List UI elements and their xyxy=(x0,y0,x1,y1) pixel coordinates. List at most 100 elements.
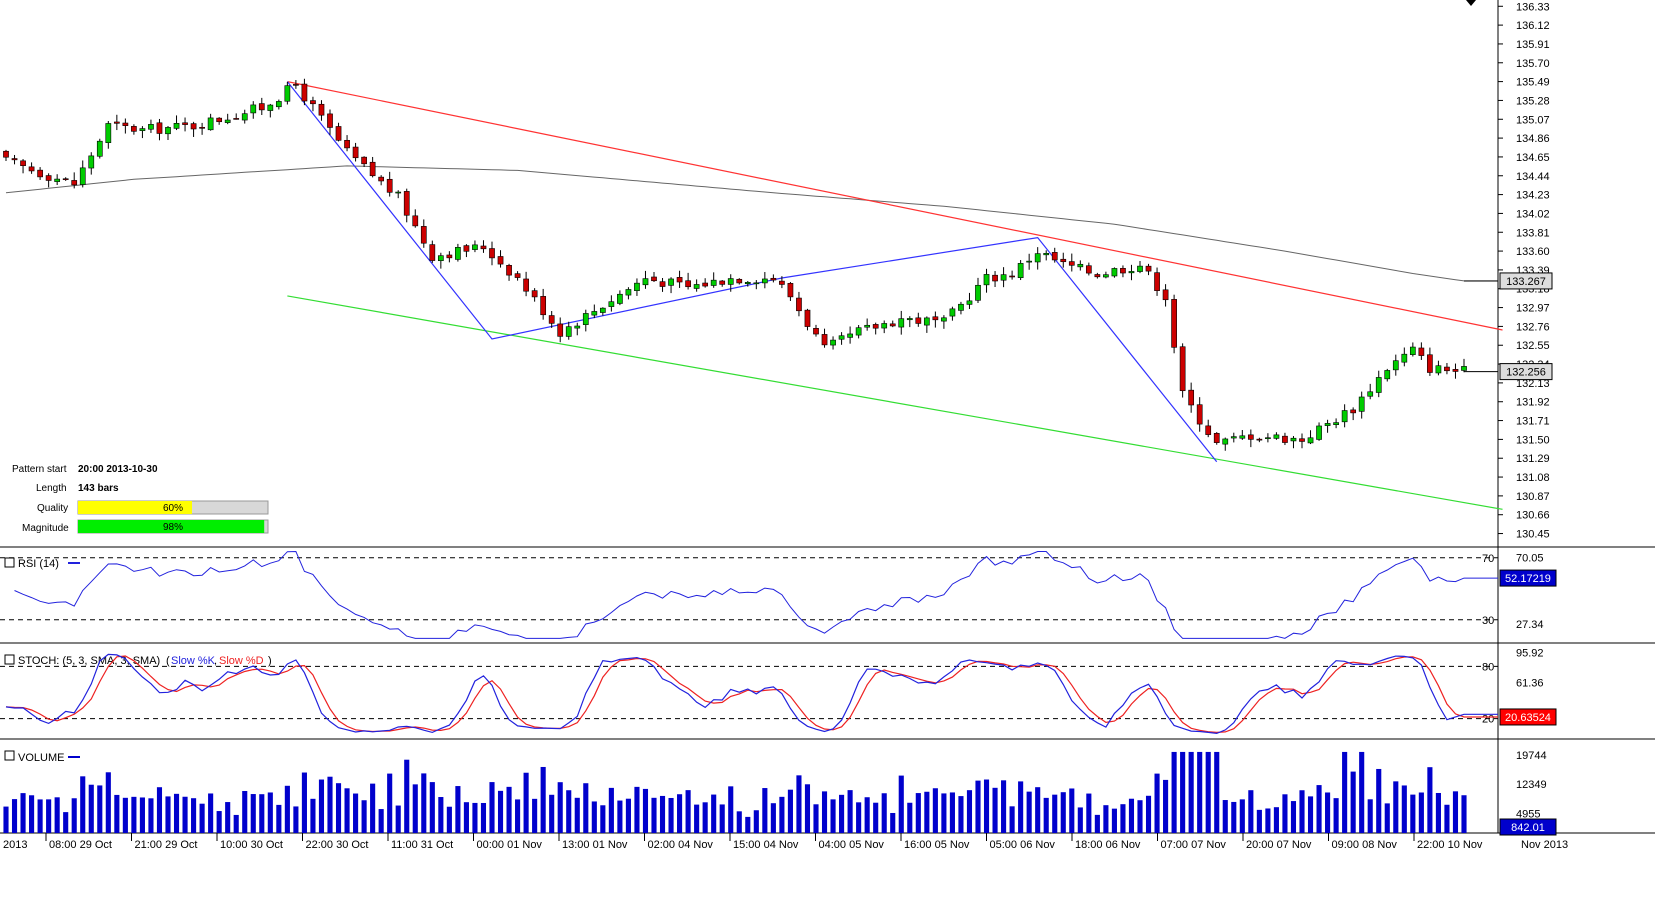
volume-bar xyxy=(924,791,930,833)
volume-bar xyxy=(591,801,597,833)
candle-body xyxy=(642,278,649,286)
volume-bar xyxy=(1316,785,1322,833)
volume-bar xyxy=(1273,807,1279,833)
panel-frames xyxy=(0,0,1655,834)
volume-bar xyxy=(1248,790,1254,833)
candle-body xyxy=(1137,265,1143,272)
candle-body xyxy=(1367,391,1374,397)
current-price-tag-box xyxy=(1499,363,1553,381)
price-tick-label: 130.45 xyxy=(1516,529,1550,541)
candle-body xyxy=(131,126,137,132)
candle-body xyxy=(497,256,504,265)
candle-body xyxy=(557,323,564,337)
volume-bar xyxy=(114,794,120,833)
candle-body xyxy=(864,324,871,328)
candle-body xyxy=(651,276,657,282)
volume-title: VOLUME xyxy=(18,752,64,764)
candle-body xyxy=(779,280,785,285)
volume-bar xyxy=(651,797,657,833)
candle-body xyxy=(634,282,640,291)
scroll-down-icon[interactable] xyxy=(1466,0,1476,6)
candle-body xyxy=(531,290,538,298)
price-tick-label: 132.13 xyxy=(1516,378,1550,390)
support-line xyxy=(287,295,1503,510)
volume-bar xyxy=(600,805,606,833)
volume-bar xyxy=(276,804,282,833)
candle-body xyxy=(830,339,836,346)
magnitude-label: Magnitude xyxy=(22,523,69,534)
volume-bar xyxy=(191,798,197,833)
volume-bar xyxy=(753,810,759,833)
volume-bar xyxy=(787,789,793,833)
stoch-panel: STOCH: (5, 3, SMA, 3, SMA) ( Slow %K , S… xyxy=(0,648,1557,735)
candle-body xyxy=(446,254,453,259)
stoch-level-label: 20 xyxy=(1482,714,1494,726)
candle-body xyxy=(1247,434,1254,440)
candle-body xyxy=(11,158,18,161)
volume-bar xyxy=(446,806,452,833)
volume-bar xyxy=(310,798,316,833)
stoch-toggle-icon[interactable] xyxy=(4,654,15,665)
volume-bar xyxy=(762,788,768,833)
magnitude-bar-fill xyxy=(78,520,265,533)
volume-bar xyxy=(1307,796,1314,833)
volume-bar xyxy=(694,804,700,833)
volume-bar xyxy=(796,775,802,833)
candle-body xyxy=(1333,422,1339,425)
volume-bar xyxy=(378,809,384,833)
candle-body xyxy=(28,166,35,172)
candle-body xyxy=(1230,436,1237,439)
price-tick-label: 131.50 xyxy=(1516,434,1550,446)
rsi-level-label: 30 xyxy=(1482,615,1494,627)
volume-bar xyxy=(1384,803,1390,833)
volume-bar xyxy=(523,772,529,833)
x-tick-label: 16:00 05 Nov xyxy=(904,839,970,851)
price-tick-label: 132.55 xyxy=(1516,340,1550,352)
volume-bar xyxy=(975,780,981,833)
moving-average-path xyxy=(5,165,1498,282)
candle-body xyxy=(463,245,470,252)
candle-body xyxy=(523,278,529,292)
candle-body xyxy=(676,277,683,283)
stoch-k-legend: Slow %K xyxy=(171,655,216,667)
candle-body xyxy=(1213,432,1220,443)
candle-body xyxy=(250,104,257,114)
volume-bar xyxy=(702,802,708,833)
volume-bar xyxy=(1325,792,1331,833)
volume-bar xyxy=(813,804,819,833)
volume-bar xyxy=(966,790,973,833)
candle-body xyxy=(37,169,43,178)
volume-bar xyxy=(685,790,691,833)
x-tick-label: 07:00 07 Nov xyxy=(1161,839,1227,851)
volume-bar xyxy=(429,782,435,833)
ma-price-tag-label: 133.267 xyxy=(1506,276,1546,288)
candle-body xyxy=(889,323,896,327)
candle-body xyxy=(1290,437,1297,442)
rsi-toggle-icon[interactable] xyxy=(4,557,15,568)
volume-bar xyxy=(1086,793,1092,833)
volume-bar xyxy=(574,797,580,833)
volume-bar xyxy=(1077,807,1083,833)
volume-bar xyxy=(11,799,18,833)
candle-body xyxy=(1435,365,1442,374)
candle-body xyxy=(1205,425,1212,435)
volume-bar xyxy=(1418,792,1424,833)
price-tick-label: 131.92 xyxy=(1516,397,1550,409)
candle-body xyxy=(1461,366,1467,371)
candle-body xyxy=(1358,396,1365,412)
candle-body xyxy=(1051,252,1058,261)
volume-bar xyxy=(361,800,367,833)
volume-bar xyxy=(1111,808,1117,833)
volume-toggle-icon[interactable] xyxy=(4,750,15,761)
candle-body xyxy=(1085,265,1092,274)
volume-bar xyxy=(566,790,572,833)
volume-bar xyxy=(318,779,325,833)
candle-body xyxy=(327,113,333,128)
volume-bar xyxy=(1350,771,1356,833)
candle-body xyxy=(1179,346,1186,392)
candle-body xyxy=(1060,258,1067,263)
candle-body xyxy=(582,313,589,325)
volume-bar xyxy=(864,797,870,833)
candle-body xyxy=(472,244,478,250)
volume-bar xyxy=(642,788,649,833)
